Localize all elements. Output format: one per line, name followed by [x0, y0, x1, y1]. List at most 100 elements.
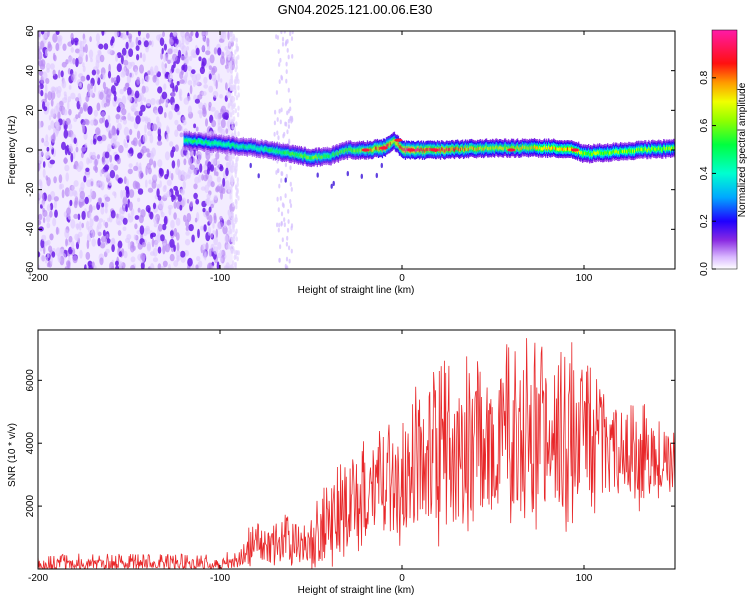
- sparse-noise-blob: [284, 162, 287, 168]
- signal-band-cell: [550, 147, 552, 151]
- noise-edge-blob: [231, 79, 234, 85]
- signal-band-cell: [210, 142, 212, 146]
- signal-band-cell: [373, 146, 376, 150]
- signal-band-cell: [288, 152, 290, 156]
- noise-blob: [131, 140, 136, 146]
- signal-band-cell: [647, 148, 649, 153]
- signal-band-cell: [222, 142, 224, 146]
- colorbar-tick-label: 0.4: [699, 166, 710, 180]
- noise-blob: [159, 37, 165, 46]
- noise-blob: [57, 254, 62, 263]
- signal-band-cell: [347, 147, 350, 151]
- noise-edge-blob: [233, 254, 236, 261]
- signal-band-cell: [422, 147, 425, 151]
- noise-blob: [139, 52, 143, 59]
- signal-band-cell: [524, 145, 527, 149]
- sparse-noise-blob: [284, 263, 287, 269]
- signal-band-cell: [648, 147, 650, 151]
- signal-band-cell: [545, 147, 547, 151]
- signal-band-cell: [554, 146, 556, 150]
- noise-blob: [137, 197, 141, 202]
- signal-band-cell: [228, 142, 230, 146]
- signal-band-cell: [253, 146, 255, 150]
- noise-blob: [42, 168, 46, 178]
- noise-blob: [171, 102, 176, 110]
- signal-band-cell: [202, 140, 204, 144]
- sparse-noise-blob: [276, 168, 279, 174]
- signal-band-cell: [497, 147, 500, 151]
- signal-band-cell: [598, 151, 600, 155]
- signal-band-cell: [491, 146, 494, 150]
- noise-blob: [177, 49, 182, 59]
- signal-band-cell: [280, 151, 282, 155]
- signal-band-cell: [670, 147, 672, 151]
- noise-blob: [43, 140, 50, 147]
- noise-edge-blob: [236, 250, 239, 256]
- noise-blob: [158, 99, 162, 105]
- noise-blob: [176, 124, 182, 132]
- sparse-noise-blob: [282, 133, 285, 139]
- noise-blob: [202, 207, 206, 213]
- noise-blob: [44, 101, 50, 107]
- noise-blob: [195, 198, 200, 205]
- noise-blob: [46, 253, 50, 258]
- noise-blob: [99, 91, 104, 101]
- noise-blob: [158, 200, 164, 210]
- noise-blob: [173, 31, 177, 37]
- noise-blob: [104, 151, 110, 159]
- sparse-noise-blob: [277, 227, 280, 233]
- signal-band-cell: [638, 147, 640, 151]
- noise-blob: [42, 71, 48, 81]
- noise-blob: [94, 215, 99, 221]
- signal-band-cell: [211, 141, 213, 145]
- noise-blob: [101, 202, 105, 208]
- noise-blob: [216, 261, 220, 269]
- signal-band-cell: [564, 147, 566, 151]
- signal-band-cell: [589, 153, 591, 157]
- sparse-noise-blob: [285, 69, 288, 74]
- noise-blob: [38, 179, 43, 187]
- noise-blob: [140, 261, 145, 269]
- signal-scatter-blob: [332, 180, 335, 187]
- signal-band-cell: [483, 147, 486, 151]
- noise-blob: [44, 256, 49, 264]
- signal-band-cell: [499, 146, 502, 150]
- sparse-noise-blob: [274, 109, 277, 115]
- noise-blob: [202, 107, 207, 115]
- signal-scatter-blob: [380, 162, 383, 169]
- noise-edge-blob: [229, 60, 233, 66]
- signal-band-cell: [557, 147, 559, 151]
- y-tick-label: 20: [25, 104, 36, 116]
- signal-band-cell: [242, 144, 244, 148]
- noise-blob: [138, 162, 142, 170]
- noise-blob: [141, 254, 146, 259]
- noise-blob: [129, 61, 135, 67]
- signal-band-cell: [485, 145, 488, 149]
- signal-band-cell: [359, 149, 362, 153]
- noise-blob: [52, 217, 57, 227]
- noise-blob: [210, 106, 216, 112]
- noise-blob: [212, 90, 219, 98]
- noise-blob: [109, 163, 114, 172]
- snr-panel: -200 -100 0 100 2000 4000 6000 Height of stra…: [7, 329, 676, 596]
- noise-blob: [192, 168, 197, 176]
- signal-band-cell: [350, 148, 353, 152]
- noise-blob: [74, 190, 78, 198]
- signal-band-cell: [531, 146, 534, 150]
- noise-blob: [62, 119, 66, 126]
- signal-band-cell: [540, 147, 542, 151]
- signal-band-cell: [309, 156, 311, 160]
- noise-blob: [194, 176, 200, 184]
- noise-edge-blob: [235, 204, 238, 210]
- signal-band-cell: [592, 152, 594, 156]
- signal-band-cell: [511, 146, 514, 150]
- noise-blob: [179, 132, 184, 138]
- noise-blob: [94, 166, 99, 174]
- signal-band-cell: [616, 149, 618, 153]
- noise-blob: [75, 146, 79, 153]
- noise-blob: [155, 234, 161, 244]
- signal-band-cell: [248, 145, 250, 149]
- noise-blob: [199, 66, 205, 75]
- noise-edge-blob: [237, 79, 240, 85]
- noise-blob: [82, 102, 88, 112]
